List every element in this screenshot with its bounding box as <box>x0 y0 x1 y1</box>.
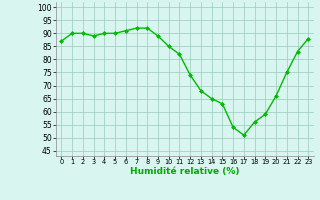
X-axis label: Humidité relative (%): Humidité relative (%) <box>130 167 240 176</box>
